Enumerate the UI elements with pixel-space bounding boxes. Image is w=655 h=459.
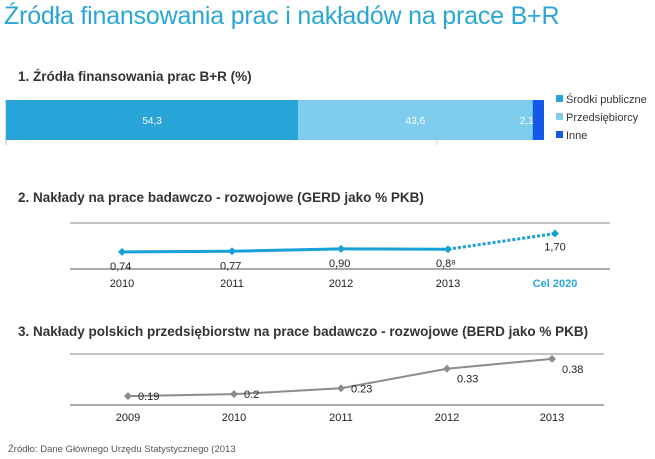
c2-x-tick-4: 2013 bbox=[436, 278, 460, 290]
c2-value-label-2: 0,77 bbox=[220, 260, 241, 272]
c2-point-4 bbox=[444, 245, 452, 254]
c3-line-segment-2 bbox=[233, 387, 342, 396]
legend-label-3: Inne bbox=[566, 130, 587, 142]
c3-point-4 bbox=[443, 364, 451, 373]
c2-value-label-4: 0,8⁸ bbox=[436, 258, 456, 270]
bar-value-label-3: 2,1 bbox=[520, 116, 534, 127]
bar-segment-3 bbox=[532, 100, 544, 140]
bar-segment-2 bbox=[298, 100, 533, 140]
c2-value-label-1: 0,74 bbox=[110, 261, 131, 273]
bar-value-label-1: 54,3 bbox=[142, 116, 162, 127]
c2-line-segment-4 bbox=[447, 232, 556, 251]
c2-point-1 bbox=[118, 247, 126, 256]
chart3-title: 3. Nakłady polskich przedsiębiorstw na p… bbox=[18, 324, 589, 339]
c3-value-label-2: 0.2 bbox=[244, 389, 259, 401]
legend-label-2: Przedsiębiorcy bbox=[566, 112, 639, 124]
berd-chart: 0.19 0.2 0.23 0.33 0.38 2009 2010 2011 2012 2013 bbox=[70, 353, 604, 424]
funding-sources-chart: 54,3 43,6 2,1 Środki publiczne Przedsiębior… bbox=[5, 93, 647, 145]
c3-x-tick-4: 2012 bbox=[435, 412, 459, 424]
c2-line-segment-2 bbox=[231, 247, 342, 253]
c3-value-label-1: 0.19 bbox=[138, 391, 159, 403]
c3-x-tick-1: 2009 bbox=[116, 412, 140, 424]
legend-swatch-3 bbox=[556, 131, 563, 138]
c3-value-label-4: 0.33 bbox=[457, 374, 478, 386]
c2-x-tick-3: 2012 bbox=[329, 278, 353, 290]
c2-value-label-3: 0,90 bbox=[329, 258, 350, 270]
gerd-chart: 0,74 0,77 0,90 0,8⁸ 1,70 2010 2011 2012 2013 Cel… bbox=[70, 222, 610, 290]
page-title: Źródła finansowania prac i nakładów na p… bbox=[4, 2, 560, 30]
c3-point-3 bbox=[337, 384, 345, 393]
c3-line-segment-4 bbox=[446, 357, 553, 370]
c2-point-2 bbox=[228, 247, 236, 256]
c2-value-label-5: 1,70 bbox=[544, 242, 565, 254]
c3-x-tick-3: 2011 bbox=[329, 412, 353, 424]
chart1-title: 1. Źródła finansowania prac B+R (%) bbox=[18, 69, 252, 84]
legend-swatch-2 bbox=[556, 113, 563, 120]
c3-line-segment-3 bbox=[340, 367, 448, 390]
c3-x-tick-5: 2013 bbox=[540, 412, 564, 424]
c2-point-5 bbox=[551, 229, 559, 238]
bar-segment-1 bbox=[6, 100, 299, 140]
c3-point-2 bbox=[230, 390, 238, 399]
chart2-title: 2. Nakłady na prace badawczo - rozwojowe… bbox=[18, 190, 424, 205]
c2-line-segment-1 bbox=[121, 249, 233, 254]
c2-x-tick-1: 2010 bbox=[110, 278, 134, 290]
source-note: Źródło: Dane Głównego Urzędu Statystyczn… bbox=[8, 444, 236, 455]
c3-value-label-3: 0.23 bbox=[351, 383, 372, 395]
c2-point-3 bbox=[337, 244, 345, 253]
c2-x-tick-5: Cel 2020 bbox=[533, 278, 578, 290]
legend-label-1: Środki publiczne bbox=[566, 93, 647, 106]
c3-point-1 bbox=[124, 392, 132, 401]
c3-x-tick-2: 2010 bbox=[222, 412, 246, 424]
legend-swatch-1 bbox=[556, 95, 563, 102]
bar-value-label-2: 43,6 bbox=[406, 116, 426, 127]
c2-x-tick-2: 2011 bbox=[220, 278, 244, 290]
c3-line-segment-1 bbox=[127, 393, 235, 398]
c3-point-5 bbox=[548, 354, 556, 363]
c3-value-label-5: 0.38 bbox=[562, 364, 583, 376]
